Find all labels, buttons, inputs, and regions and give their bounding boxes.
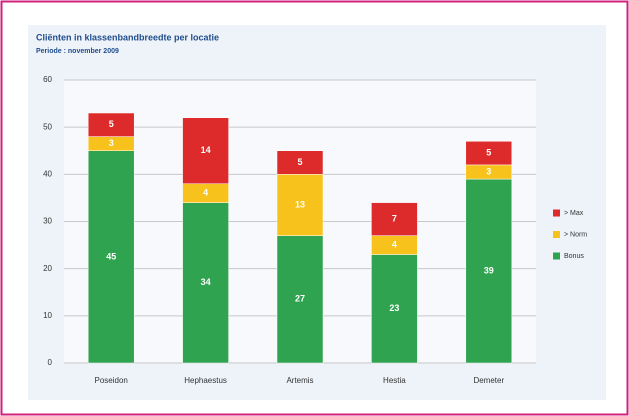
bar-segment bbox=[87, 112, 135, 137]
bar-segment bbox=[182, 117, 229, 185]
chart-subtitle: Periode : november 2009 bbox=[36, 48, 119, 55]
legend-swatch bbox=[553, 252, 560, 260]
data-label: 3 bbox=[109, 138, 114, 148]
data-label: 39 bbox=[484, 265, 494, 275]
data-label: 5 bbox=[486, 147, 491, 157]
legend-label: Bonus bbox=[564, 253, 584, 260]
bar-segment bbox=[276, 235, 324, 364]
y-tick-label: 50 bbox=[43, 122, 52, 131]
data-label: 45 bbox=[106, 251, 116, 261]
x-tick-label: Poseidon bbox=[95, 376, 128, 385]
x-tick-label: Hestia bbox=[383, 376, 406, 385]
data-label: 13 bbox=[295, 199, 305, 209]
y-tick-label: 20 bbox=[43, 264, 52, 273]
data-label: 7 bbox=[392, 214, 397, 224]
legend-label: > Norm bbox=[564, 231, 587, 238]
bar-segment bbox=[371, 254, 418, 364]
data-label: 23 bbox=[389, 303, 399, 313]
x-tick-label: Artemis bbox=[286, 376, 313, 385]
data-label: 4 bbox=[392, 239, 397, 249]
data-label: 14 bbox=[201, 145, 211, 155]
data-label: 34 bbox=[201, 277, 211, 287]
x-tick-label: Hephaestus bbox=[184, 376, 227, 385]
bar-segment bbox=[276, 150, 324, 175]
chart-title: Cliënten in klassenbandbreedte per locat… bbox=[36, 32, 219, 42]
bar-segment bbox=[465, 141, 513, 166]
y-tick-label: 60 bbox=[43, 75, 52, 84]
bar-segment bbox=[87, 150, 135, 364]
legend-swatch bbox=[553, 231, 560, 238]
x-tick-label: Demeter bbox=[473, 376, 504, 385]
data-label: 3 bbox=[486, 166, 491, 176]
y-tick-label: 40 bbox=[43, 169, 52, 178]
y-tick-label: 0 bbox=[48, 358, 53, 367]
y-tick-label: 30 bbox=[43, 217, 52, 226]
bar-segment bbox=[182, 202, 229, 364]
data-label: 27 bbox=[295, 294, 305, 304]
bar-segment bbox=[276, 174, 324, 236]
bar-segment bbox=[371, 202, 418, 236]
legend-label: > Max bbox=[564, 210, 584, 217]
bar-segment bbox=[465, 178, 513, 364]
data-label: 5 bbox=[297, 157, 302, 167]
data-label: 5 bbox=[109, 119, 114, 129]
legend-swatch bbox=[553, 209, 560, 217]
y-tick-label: 10 bbox=[43, 311, 52, 320]
data-label: 4 bbox=[203, 188, 208, 198]
